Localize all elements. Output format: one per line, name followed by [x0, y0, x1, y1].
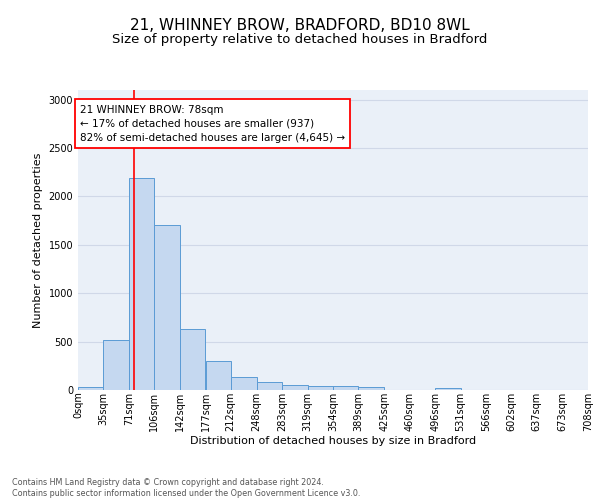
Text: Size of property relative to detached houses in Bradford: Size of property relative to detached ho… — [112, 32, 488, 46]
Bar — [257, 382, 282, 390]
Bar — [129, 178, 154, 390]
Bar — [103, 340, 129, 390]
Text: 21 WHINNEY BROW: 78sqm
← 17% of detached houses are smaller (937)
82% of semi-de: 21 WHINNEY BROW: 78sqm ← 17% of detached… — [80, 104, 345, 142]
Bar — [205, 362, 231, 390]
Bar — [154, 224, 180, 390]
X-axis label: Distribution of detached houses by size in Bradford: Distribution of detached houses by size … — [190, 436, 476, 446]
Bar — [231, 377, 257, 390]
Bar — [358, 387, 384, 390]
Y-axis label: Number of detached properties: Number of detached properties — [33, 152, 43, 328]
Bar — [308, 386, 333, 390]
Bar — [180, 329, 205, 390]
Bar — [333, 386, 358, 390]
Text: 21, WHINNEY BROW, BRADFORD, BD10 8WL: 21, WHINNEY BROW, BRADFORD, BD10 8WL — [130, 18, 470, 32]
Bar — [435, 388, 461, 390]
Text: Contains HM Land Registry data © Crown copyright and database right 2024.
Contai: Contains HM Land Registry data © Crown c… — [12, 478, 361, 498]
Bar — [78, 387, 103, 390]
Bar — [282, 384, 308, 390]
